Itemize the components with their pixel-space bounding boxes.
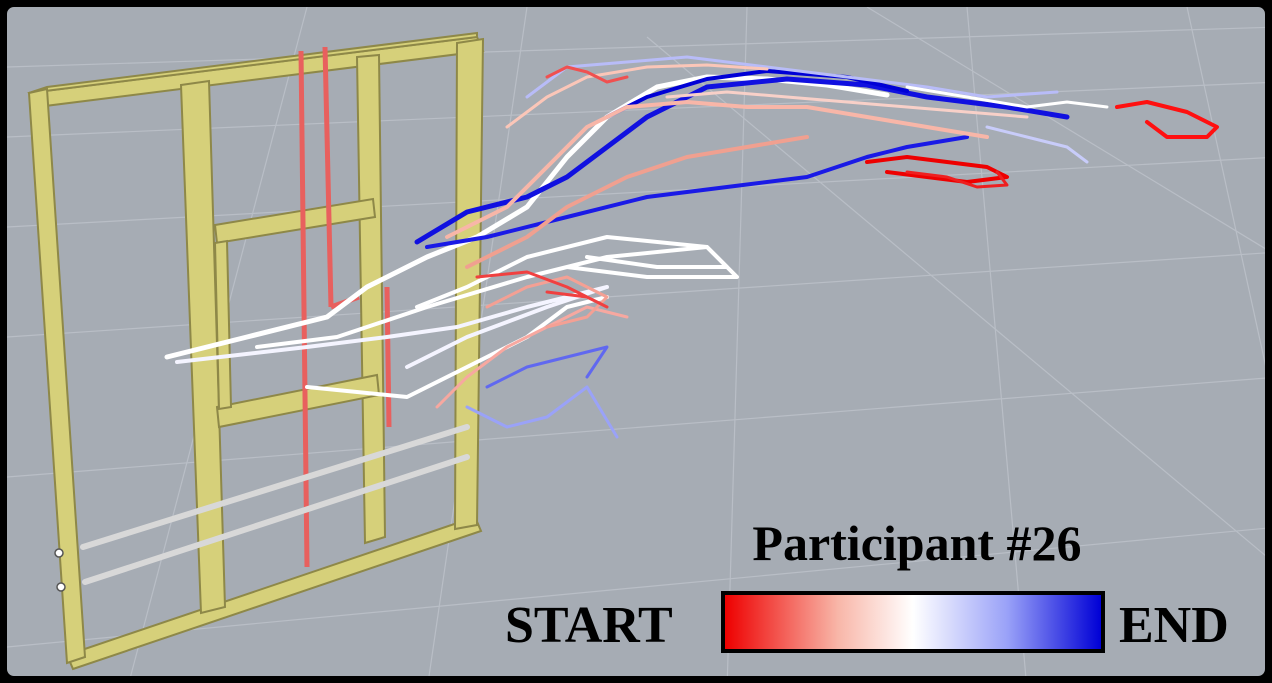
- scene-3d: [7, 7, 1265, 676]
- trajectory-lines-icon: [164, 55, 1219, 439]
- chart-title: Participant #26: [752, 515, 1082, 571]
- legend-end-label: END: [1119, 597, 1229, 654]
- conduit-ports: [54, 548, 66, 592]
- wall-frame-icon: [27, 31, 485, 671]
- conduits: [80, 424, 470, 585]
- legend-start-label: START: [505, 597, 673, 654]
- floor-grid: [7, 7, 1265, 676]
- colorbar: [721, 591, 1105, 653]
